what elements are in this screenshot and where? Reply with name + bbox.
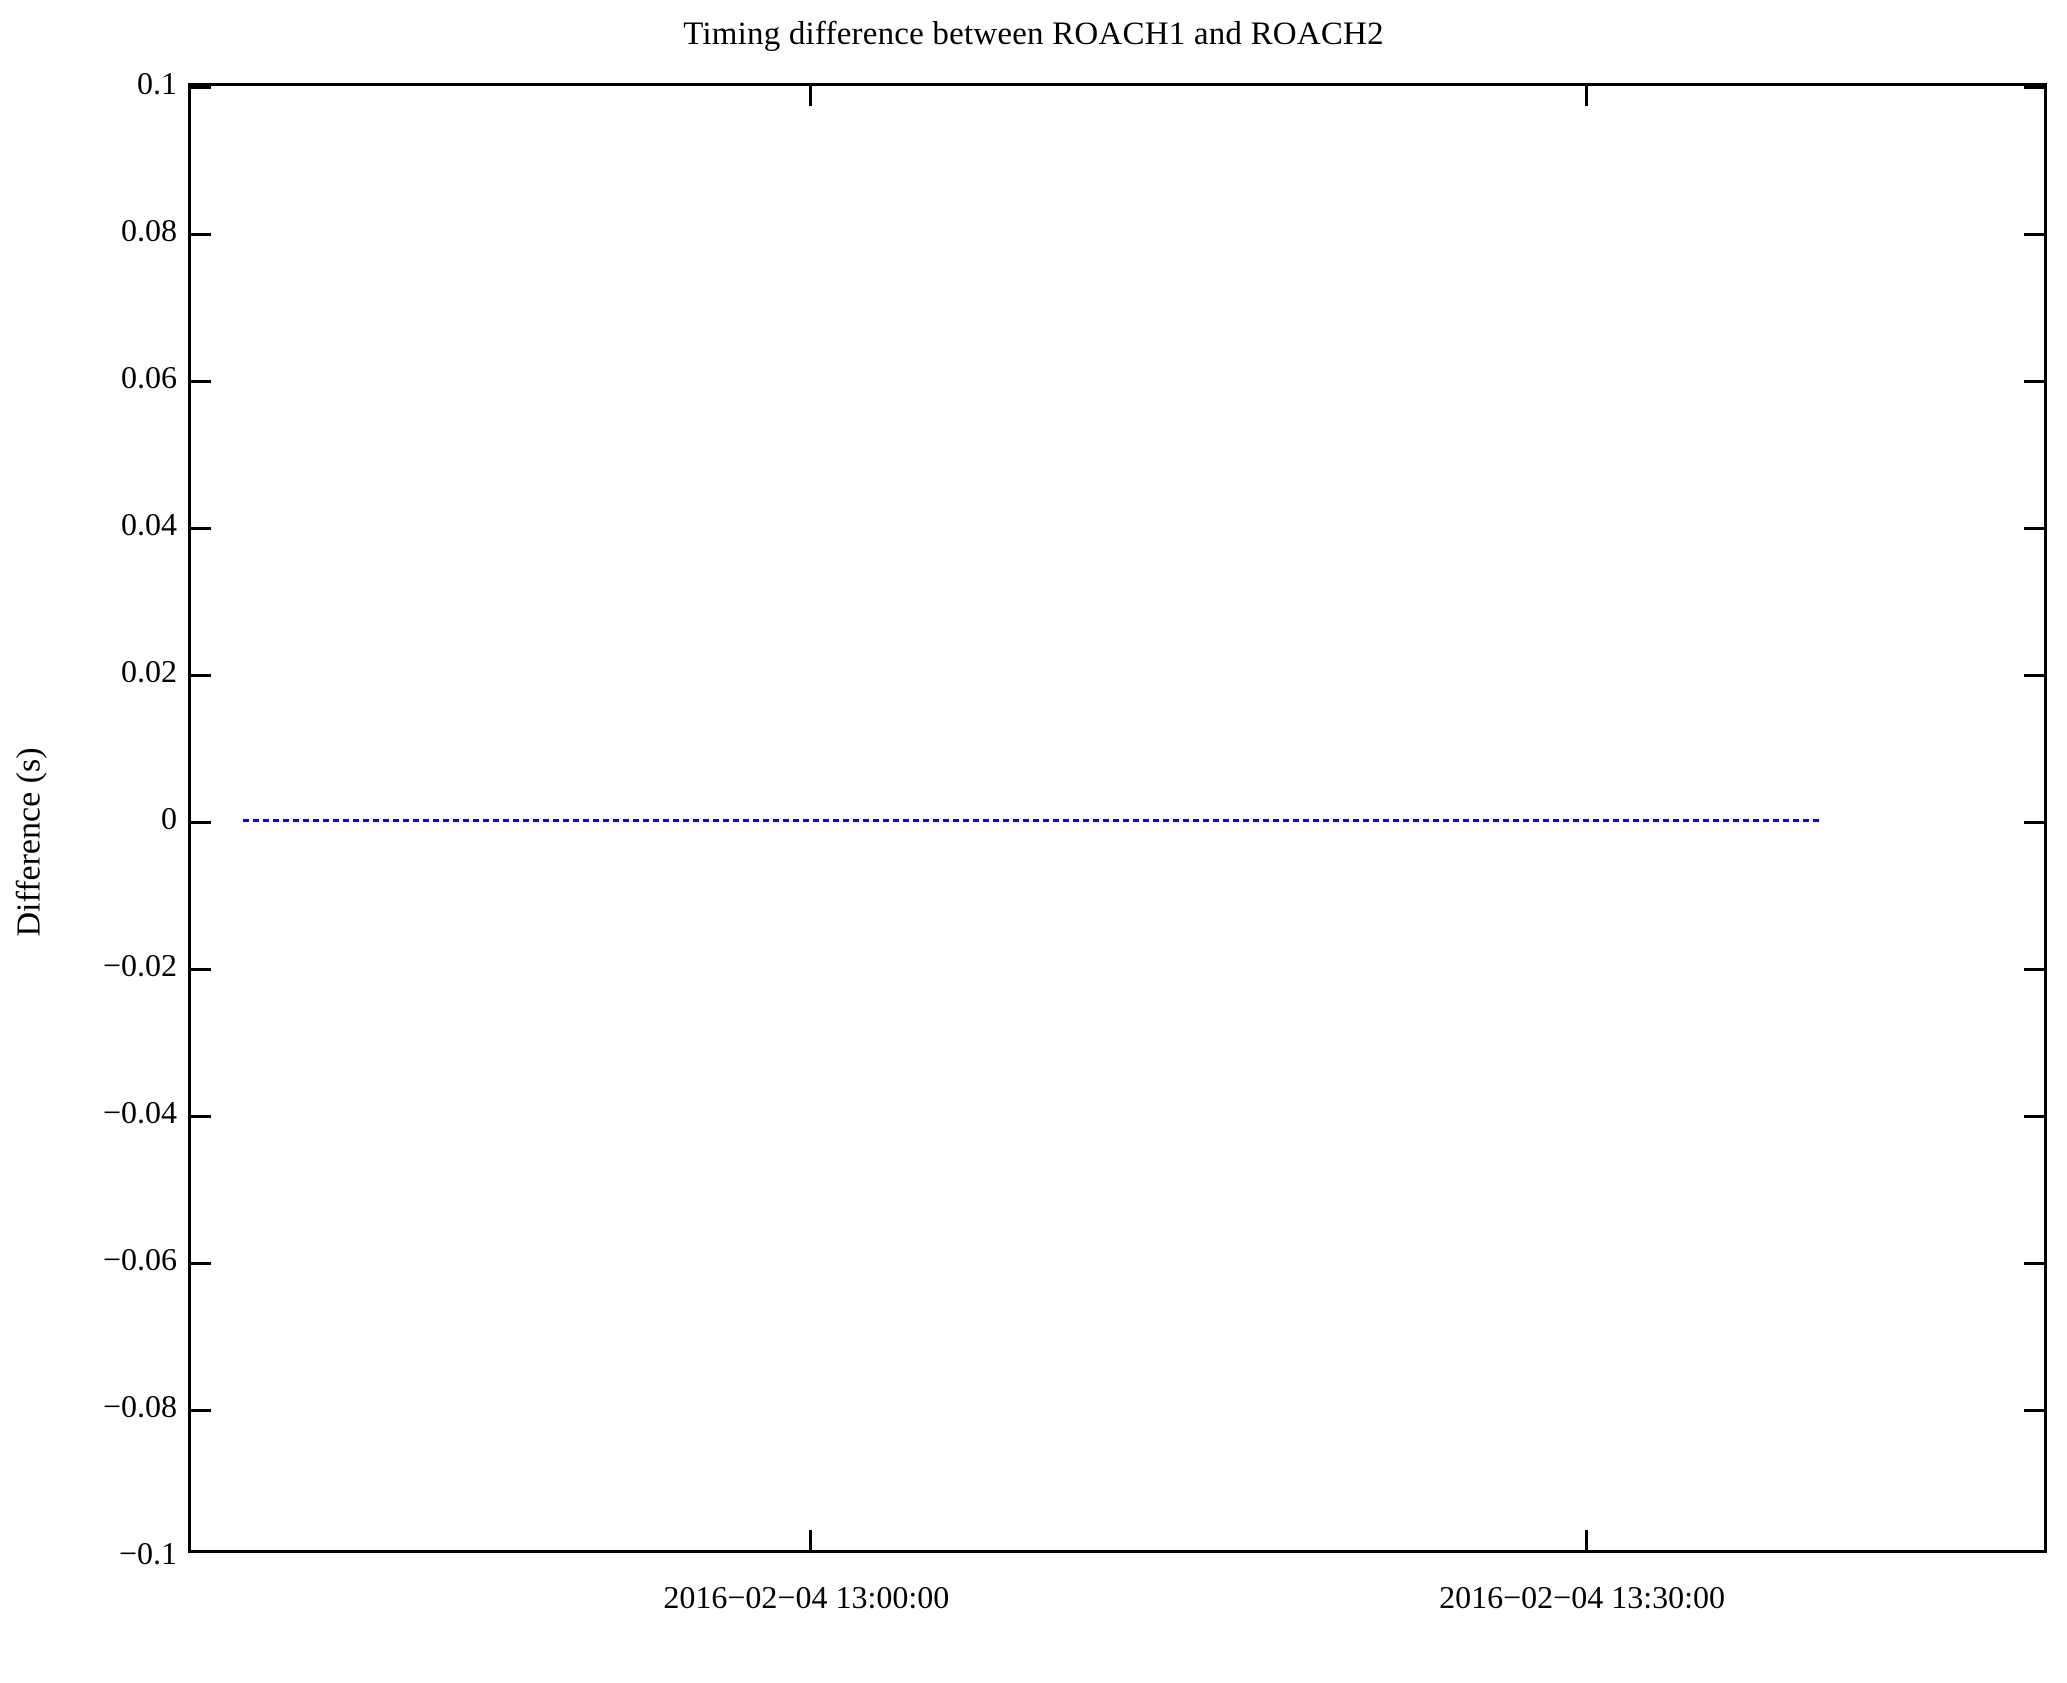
y-axis-tick-label: 0.06 [121,359,177,395]
x-axis-tick [1585,86,1589,106]
y-axis-tick-label: −0.02 [102,947,177,983]
y-axis-tick [2024,821,2044,824]
y-axis-tick-label: 0.02 [121,653,177,689]
y-axis-tick [191,233,211,236]
plot-area [188,83,2047,1553]
x-axis-tick-label: 2016−02−04 13:00:00 [663,1579,950,1615]
y-axis-label-text: Difference (s) [11,746,48,937]
y-axis-label: Difference (s) [6,0,54,1683]
y-axis-tick-label: 0 [161,800,177,836]
y-axis-tick [2024,968,2044,971]
y-axis-tick [191,968,211,971]
y-axis-tick [191,380,211,383]
y-axis-tick [2024,674,2044,677]
y-axis-tick [191,1115,211,1118]
y-axis-tick [191,1409,211,1412]
y-axis-tick-label: −0.1 [118,1535,177,1571]
x-axis-tick [1585,1530,1589,1550]
x-axis-tick [809,86,813,106]
y-axis-tick [191,86,211,89]
y-axis-tick [2024,1262,2044,1265]
y-axis-tick [2024,527,2044,530]
y-axis-tick [191,1262,211,1265]
y-axis-tick [2024,1115,2044,1118]
chart-title: Timing difference between ROACH1 and ROA… [683,16,1384,52]
data-series-line [243,819,1824,822]
y-axis-tick [2024,233,2044,236]
y-axis-tick-label: 0.04 [121,506,177,542]
y-axis-tick-label: −0.06 [102,1241,177,1277]
y-axis-tick-label: −0.08 [102,1388,177,1424]
y-axis-tick-label: 0.08 [121,212,177,248]
y-axis-tick [2024,86,2044,89]
y-axis-tick [191,674,211,677]
y-axis-tick [2024,380,2044,383]
y-axis-tick-label: −0.04 [102,1094,177,1130]
x-axis-tick-label: 2016−02−04 13:30:00 [1439,1579,1725,1615]
y-axis-tick [191,821,211,824]
y-axis-tick [2024,1409,2044,1412]
y-axis-tick [191,527,211,530]
plot-inner [191,86,2044,1550]
y-axis-tick-label: 0.1 [137,65,177,101]
x-axis-tick [809,1530,813,1550]
